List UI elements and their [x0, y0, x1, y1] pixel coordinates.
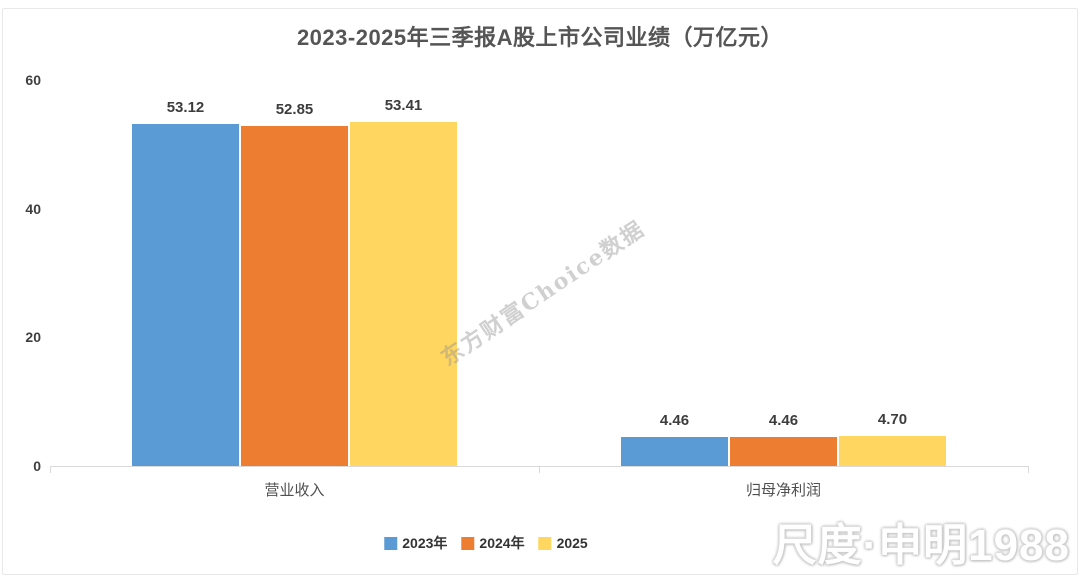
bar-2023年-营业收入: [132, 124, 239, 466]
bar-value-label: 4.46: [768, 412, 799, 430]
bar-value-label: 4.70: [877, 410, 908, 428]
y-tick-label: 40: [25, 200, 41, 217]
y-tick-label: 0: [33, 458, 41, 474]
bar-value-label: 53.41: [384, 97, 423, 115]
legend-swatch: [461, 536, 475, 550]
chart-title: 2023-2025年三季报A股上市公司业绩（万亿元）: [296, 25, 784, 50]
category-label: 营业收入: [264, 482, 325, 499]
y-tick-label: 20: [25, 329, 41, 346]
bar-2025-营业收入: [350, 122, 457, 466]
legend-label: 2024年: [479, 535, 525, 551]
legend-item: 2025: [538, 535, 588, 551]
y-tick-label: 60: [25, 72, 41, 88]
bar-2023年-归母净利润: [621, 437, 728, 466]
legend-item: 2023年: [384, 533, 447, 553]
bar-value-label: 52.85: [275, 100, 314, 118]
legend-item: 2024年: [461, 533, 525, 553]
category-label: 归母净利润: [745, 482, 821, 499]
legend-label: 2025: [556, 535, 588, 551]
bar-value-label: 4.46: [659, 412, 690, 430]
legend: 2023年 2024年 2025: [384, 533, 588, 553]
legend-swatch: [384, 536, 398, 550]
bar-2024年-营业收入: [241, 125, 348, 466]
legend-label: 2023年: [402, 535, 448, 551]
x-axis-tick: [1028, 466, 1029, 473]
bar-2025-归母净利润: [839, 435, 946, 466]
bar-2024年-归母净利润: [730, 437, 837, 466]
legend-swatch: [538, 536, 552, 550]
bar-value-label: 53.12: [166, 99, 205, 117]
x-axis-tick: [539, 466, 540, 473]
x-axis-tick: [50, 466, 51, 473]
